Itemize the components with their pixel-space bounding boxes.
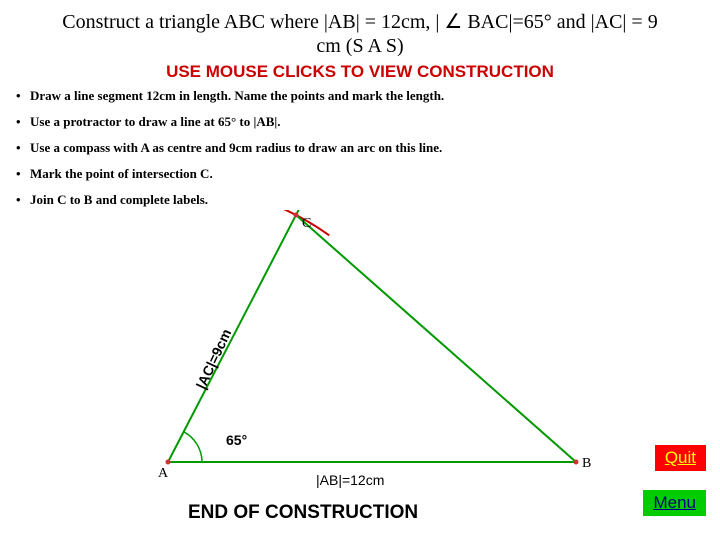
point-c [294, 213, 299, 218]
page-title: Construct a triangle ABC where |AB| = 12… [52, 10, 668, 58]
point-a [166, 460, 171, 465]
vertex-b-label: B [582, 456, 591, 472]
step-4: Mark the point of intersection C. [12, 166, 708, 182]
step-3: Use a compass with A as centre and 9cm r… [12, 140, 708, 156]
quit-button[interactable]: Quit [655, 445, 706, 471]
step-1: Draw a line segment 12cm in length. Name… [12, 88, 708, 104]
instruction-subtitle: USE MOUSE CLICKS TO VIEW CONSTRUCTION [12, 62, 708, 82]
ab-length-label: |AB|=12cm [316, 472, 384, 488]
construction-diagram: 65° |AC|=9cm |AB|=12cm END OF CONSTRUCTI… [0, 210, 720, 490]
line-cb [296, 215, 576, 462]
step-5: Join C to B and complete labels. [12, 192, 708, 208]
angle-arc [184, 432, 202, 462]
line-ac-ray [168, 210, 302, 462]
point-b [574, 460, 579, 465]
menu-button[interactable]: Menu [643, 490, 706, 516]
end-construction-label: END OF CONSTRUCTION [188, 502, 418, 524]
vertex-c-label: C [302, 216, 311, 232]
vertex-a-label: A [158, 466, 168, 482]
angle-label: 65° [226, 432, 247, 448]
step-2: Use a protractor to draw a line at 65° t… [12, 114, 708, 130]
